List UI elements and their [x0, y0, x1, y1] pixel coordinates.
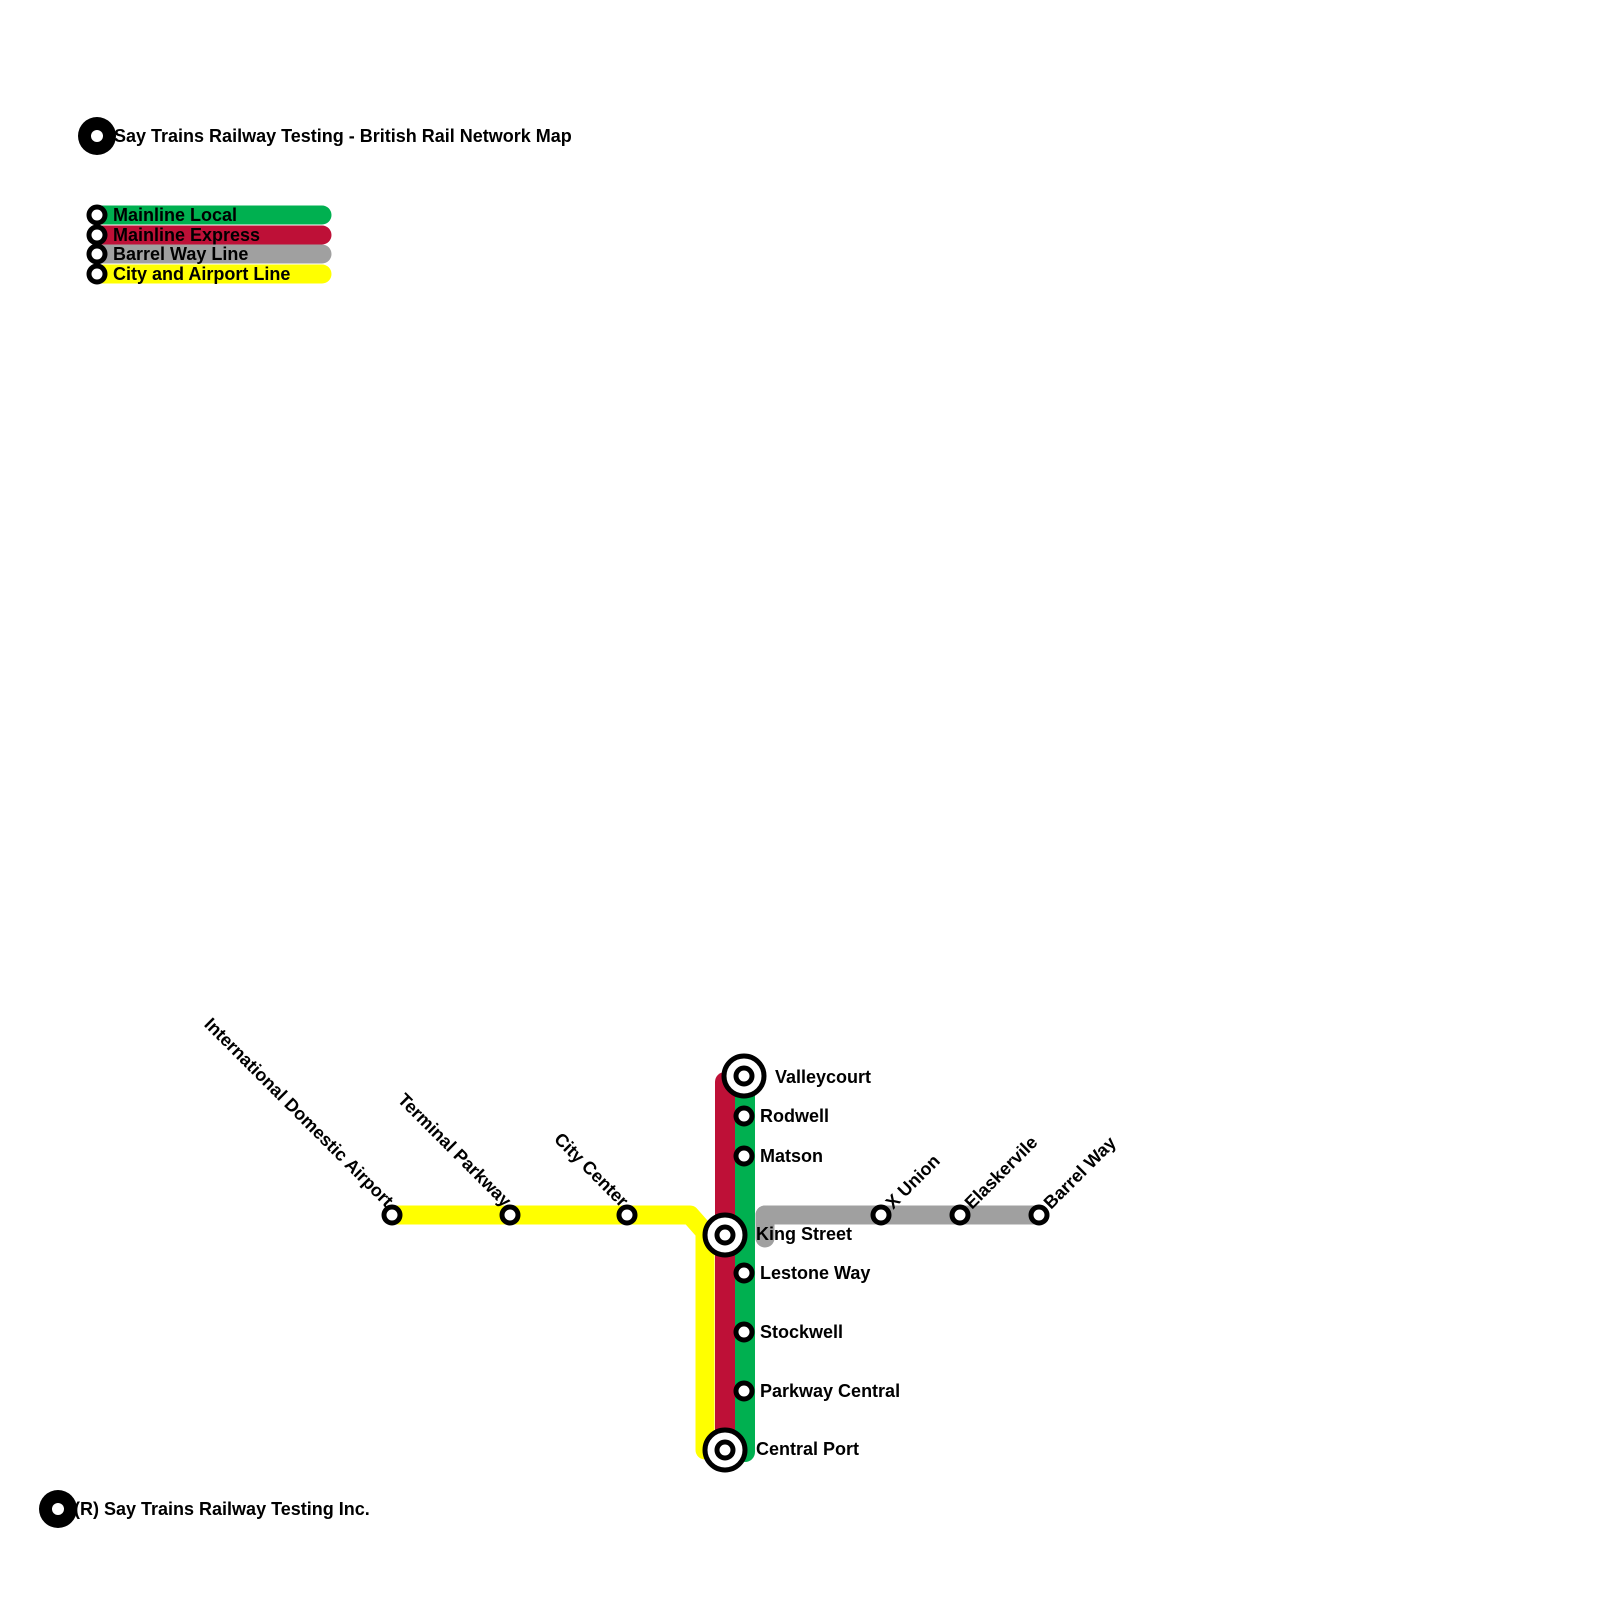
city-airport-line [382, 1205, 715, 1460]
station-label: Parkway Central [760, 1381, 900, 1401]
station-terminal-parkway[interactable]: Terminal Parkway [394, 1089, 521, 1226]
station-matson[interactable]: Matson [733, 1145, 823, 1167]
station-label: Barrel Way [1040, 1133, 1120, 1213]
station-king-street[interactable]: King Street [702, 1212, 852, 1258]
station-lestone-way[interactable]: Lestone Way [733, 1262, 870, 1284]
station-label: Terminal Parkway [394, 1089, 515, 1210]
station-label: City Center [550, 1129, 632, 1211]
station-stockwell[interactable]: Stockwell [733, 1321, 843, 1343]
footer-copyright: (R) Say Trains Railway Testing Inc. [74, 1499, 370, 1519]
station-label: International Domestic Airport [200, 1014, 397, 1211]
station-parkway-central[interactable]: Parkway Central [733, 1380, 900, 1402]
legend: Mainline Local Mainline Express Barrel W… [86, 204, 332, 285]
legend-item-mainline-local: Mainline Local [86, 204, 332, 226]
station-central-port[interactable]: Central Port [702, 1427, 859, 1473]
legend-item-city-airport: City and Airport Line [86, 263, 332, 285]
station-label: X Union [882, 1151, 944, 1213]
station-barrel-way[interactable]: Barrel Way [1028, 1133, 1120, 1226]
station-label: Elaskervile [961, 1132, 1042, 1213]
title-marker-icon [78, 117, 116, 155]
station-label: Rodwell [760, 1106, 829, 1126]
station-label: Matson [760, 1146, 823, 1166]
station-valleycourt[interactable]: Valleycourt [721, 1053, 871, 1099]
legend-label: City and Airport Line [113, 264, 290, 284]
station-rodwell[interactable]: Rodwell [733, 1105, 829, 1127]
map-title: Say Trains Railway Testing - British Rai… [114, 126, 572, 146]
legend-item-mainline-express: Mainline Express [86, 224, 332, 246]
legend-item-barrel-way: Barrel Way Line [86, 243, 332, 265]
legend-label: Mainline Local [113, 205, 237, 225]
legend-label: Barrel Way Line [113, 244, 248, 264]
station-label: Central Port [756, 1439, 859, 1459]
footer-marker-icon [39, 1490, 77, 1528]
station-label: Valleycourt [775, 1067, 871, 1087]
station-international-domestic-airport[interactable]: International Domestic Airport [200, 1014, 403, 1226]
station-label: Stockwell [760, 1322, 843, 1342]
station-label: King Street [756, 1224, 852, 1244]
station-label: Lestone Way [760, 1263, 870, 1283]
legend-label: Mainline Express [113, 225, 260, 245]
